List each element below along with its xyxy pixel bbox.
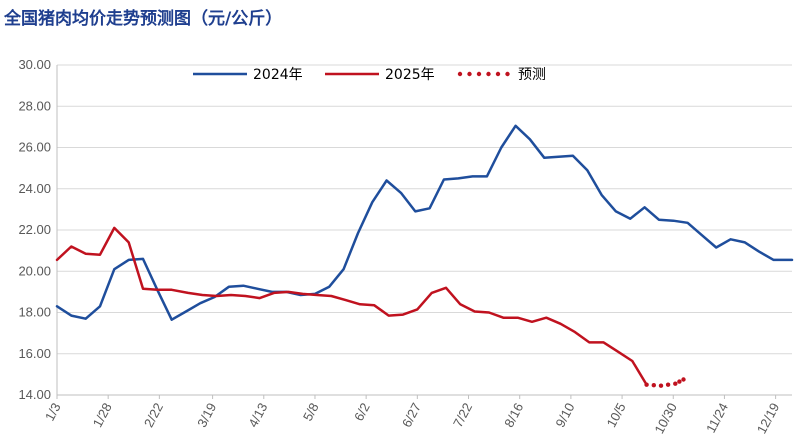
legend-label: 2024年 <box>253 67 303 83</box>
series-line <box>55 124 794 321</box>
x-tick-label: 4/13 <box>245 400 270 429</box>
forecast-dot <box>665 382 671 387</box>
legend: 2024年 2025年 预测 <box>193 67 546 83</box>
forecast-point <box>673 381 678 386</box>
y-tick-label: 30.00 <box>18 57 51 72</box>
x-tick-label: 3/19 <box>194 400 219 429</box>
x-tick-label: 9/10 <box>552 400 577 429</box>
legend-label: 预测 <box>518 67 546 83</box>
x-tick-label: 10/30 <box>651 400 680 436</box>
x-tick-label: 5/8 <box>300 400 322 423</box>
legend-marker <box>467 71 472 77</box>
x-tick-label: 6/2 <box>351 400 373 423</box>
forecast-point <box>644 382 649 387</box>
forecast-point <box>681 377 686 382</box>
y-tick-label: 20.00 <box>18 263 51 278</box>
series-lines <box>55 124 794 388</box>
forecast-dot <box>651 383 656 388</box>
forecast-point <box>658 383 664 388</box>
x-tick-label: 10/5 <box>604 400 629 429</box>
legend-marker <box>457 71 463 77</box>
y-tick-label: 22.00 <box>18 222 51 237</box>
x-tick-label: 8/16 <box>501 400 526 429</box>
y-tick-label: 28.00 <box>18 98 51 113</box>
x-tick-label: 1/3 <box>42 400 64 423</box>
chart-title: 全国猪肉均价走势预测图（元/公斤） <box>4 9 283 29</box>
x-tick-label: 2/22 <box>141 400 166 429</box>
legend-marker <box>486 71 491 77</box>
legend-label: 2025年 <box>385 67 435 83</box>
y-tick-label: 14.00 <box>18 387 51 402</box>
y-tick-label: 24.00 <box>18 181 51 196</box>
x-tick-label: 1/28 <box>90 400 115 429</box>
y-tick-label: 18.00 <box>18 305 51 320</box>
legend-marker <box>495 71 501 77</box>
forecast-dot <box>677 379 682 384</box>
x-tick-label: 12/19 <box>754 400 783 436</box>
x-tick-label: 6/27 <box>399 400 424 429</box>
y-tick-label: 26.00 <box>18 140 51 155</box>
y-tick-label: 16.00 <box>18 346 51 361</box>
grid-lines <box>57 64 792 355</box>
legend-marker <box>476 71 482 77</box>
x-tick-label: 11/24 <box>703 400 731 435</box>
series-line <box>55 226 648 386</box>
legend-marker <box>505 71 510 77</box>
axes: 30.00 28.00 26.00 24.00 22.00 20.00 18.00 16.00… <box>18 57 792 436</box>
x-tick-label: 7/22 <box>450 400 475 429</box>
